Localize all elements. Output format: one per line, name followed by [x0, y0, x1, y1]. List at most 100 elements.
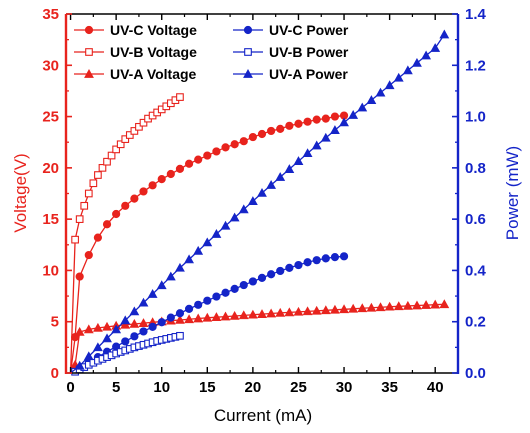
- uv-c-power-point: [303, 258, 312, 267]
- legend-marker: [84, 68, 94, 78]
- uv-c-voltage-point: [285, 121, 294, 130]
- y-left-tick-label: 15: [42, 211, 59, 228]
- uv-c-power-point: [230, 284, 239, 293]
- uv-b-voltage-point: [135, 122, 143, 131]
- y-right-tick-label: 0.6: [465, 211, 486, 228]
- uv-a-power-point: [257, 187, 267, 197]
- uv-c-power-point: [130, 332, 139, 341]
- uv-c-voltage-point: [166, 169, 175, 179]
- legend-label: UV-C Voltage: [110, 22, 197, 38]
- y-right-tick-label: 0.8: [465, 160, 486, 177]
- uv-c-voltage-point: [276, 124, 285, 133]
- uv-b-voltage-point: [75, 215, 84, 223]
- uv-b-voltage-point: [121, 135, 130, 143]
- y-left-tick-label: 30: [42, 57, 59, 74]
- uv-a-power-point: [175, 262, 185, 272]
- uv-a-power-point: [102, 333, 112, 343]
- uv-a-power-point: [357, 102, 368, 112]
- uv-c-voltage-point: [248, 132, 257, 142]
- series-uv-b-power: [70, 331, 184, 376]
- series-uv-a-voltage: [69, 299, 450, 374]
- uv-a-power-point: [266, 180, 277, 189]
- legend-label: UV-B Voltage: [110, 44, 197, 60]
- legend-item-uv-c-power: UV-C Power: [233, 22, 349, 38]
- uv-a-power-point: [92, 342, 103, 352]
- uv-c-power-point: [203, 296, 212, 305]
- uv-c-voltage-point: [294, 119, 303, 128]
- uv-c-voltage-point: [184, 159, 194, 168]
- uv-c-voltage-point: [203, 151, 212, 160]
- legend-label: UV-B Power: [269, 44, 349, 60]
- uv-b-power-point: [176, 331, 184, 340]
- x-tick-label: 20: [245, 379, 262, 396]
- uv-c-voltage-point: [148, 181, 157, 190]
- plot-series: [69, 29, 450, 376]
- uv-a-voltage-point: [348, 303, 359, 313]
- uv-a-voltage-point: [357, 303, 368, 313]
- uv-a-voltage-point: [275, 307, 286, 317]
- uv-a-voltage-point: [430, 299, 441, 309]
- tick-labels: 0 5 10 15 20 25 30 35 40 0 5 10 15 20 25 30 35 0.0 0.2 0.4 0…: [42, 6, 486, 396]
- uv-a-voltage-point: [421, 300, 432, 309]
- uv-a-voltage-point: [120, 319, 131, 329]
- uv-b-voltage-point: [176, 93, 184, 101]
- uv-a-voltage-point: [184, 314, 194, 324]
- uv-c-power-point: [212, 292, 221, 301]
- uv-a-power-point: [366, 95, 377, 104]
- uv-c-power-point: [248, 277, 257, 286]
- uv-a-power-point: [330, 125, 340, 134]
- uv-a-voltage-point: [384, 301, 395, 311]
- uv-c-voltage-point: [75, 272, 84, 281]
- legend-marker: [243, 68, 253, 78]
- uv-a-power-point: [165, 271, 176, 281]
- legend-item-uv-c-voltage: UV-C Voltage: [74, 22, 197, 38]
- uv-b-voltage-point: [116, 140, 125, 149]
- legend-marker: [243, 25, 253, 35]
- uv-a-voltage-point: [129, 318, 140, 328]
- y-left-tick-label: 20: [42, 160, 59, 177]
- uv-a-power-point: [147, 289, 158, 298]
- uv-a-voltage-point: [175, 314, 185, 324]
- uv-a-voltage-point: [102, 321, 112, 331]
- uv-a-power-point: [211, 228, 222, 238]
- legend-item-uv-b-power: UV-B Power: [233, 44, 349, 60]
- uv-a-voltage-point: [412, 300, 422, 310]
- uv-c-voltage-point: [121, 201, 130, 210]
- uv-a-voltage-point: [220, 311, 231, 321]
- uv-a-power-point: [393, 72, 404, 82]
- y-right-tick-label: 1.0: [465, 109, 486, 126]
- uv-c-power-point: [139, 327, 148, 336]
- uv-c-voltage-point: [175, 164, 185, 173]
- series-uv-c-power: [70, 252, 349, 374]
- uv-a-power-point: [138, 297, 149, 307]
- uv-a-voltage-point: [247, 309, 258, 319]
- uv-c-voltage-point: [230, 140, 239, 149]
- uv-c-power-point: [294, 260, 303, 270]
- y-left-tick-label: 0: [51, 365, 59, 382]
- legend: UV-C Voltage UV-B Voltage UV-A Voltage UV-C…: [74, 22, 349, 82]
- uv-c-power-point: [330, 252, 340, 262]
- uv-a-power-point: [293, 156, 304, 166]
- legend-marker: [84, 25, 94, 35]
- uv-b-voltage-point: [98, 164, 107, 172]
- uv-c-power-point: [121, 337, 130, 346]
- uv-a-power-point: [375, 87, 386, 97]
- uv-a-voltage-point: [320, 305, 331, 315]
- y-left-tick-label: 10: [42, 262, 59, 279]
- uv-c-power-point: [257, 273, 267, 282]
- legend-label: UV-A Voltage: [110, 66, 197, 82]
- uv-a-power-point: [202, 237, 213, 247]
- uv-a-power-point: [402, 65, 413, 75]
- uv-c-power-point: [339, 252, 349, 261]
- uv-b-voltage-point: [125, 131, 134, 139]
- uv-c-voltage-point: [139, 187, 148, 196]
- uv-a-power-point: [439, 29, 450, 39]
- x-tick-label: 30: [336, 379, 353, 396]
- uv-a-power-point: [348, 110, 359, 119]
- y-right-tick-label: 1.4: [465, 6, 487, 23]
- uv-b-voltage-point: [71, 235, 79, 244]
- uv-c-voltage-point: [102, 220, 112, 229]
- uv-c-power-point: [175, 309, 185, 318]
- uv-a-power-point: [193, 245, 204, 255]
- x-tick-label: 15: [199, 379, 216, 396]
